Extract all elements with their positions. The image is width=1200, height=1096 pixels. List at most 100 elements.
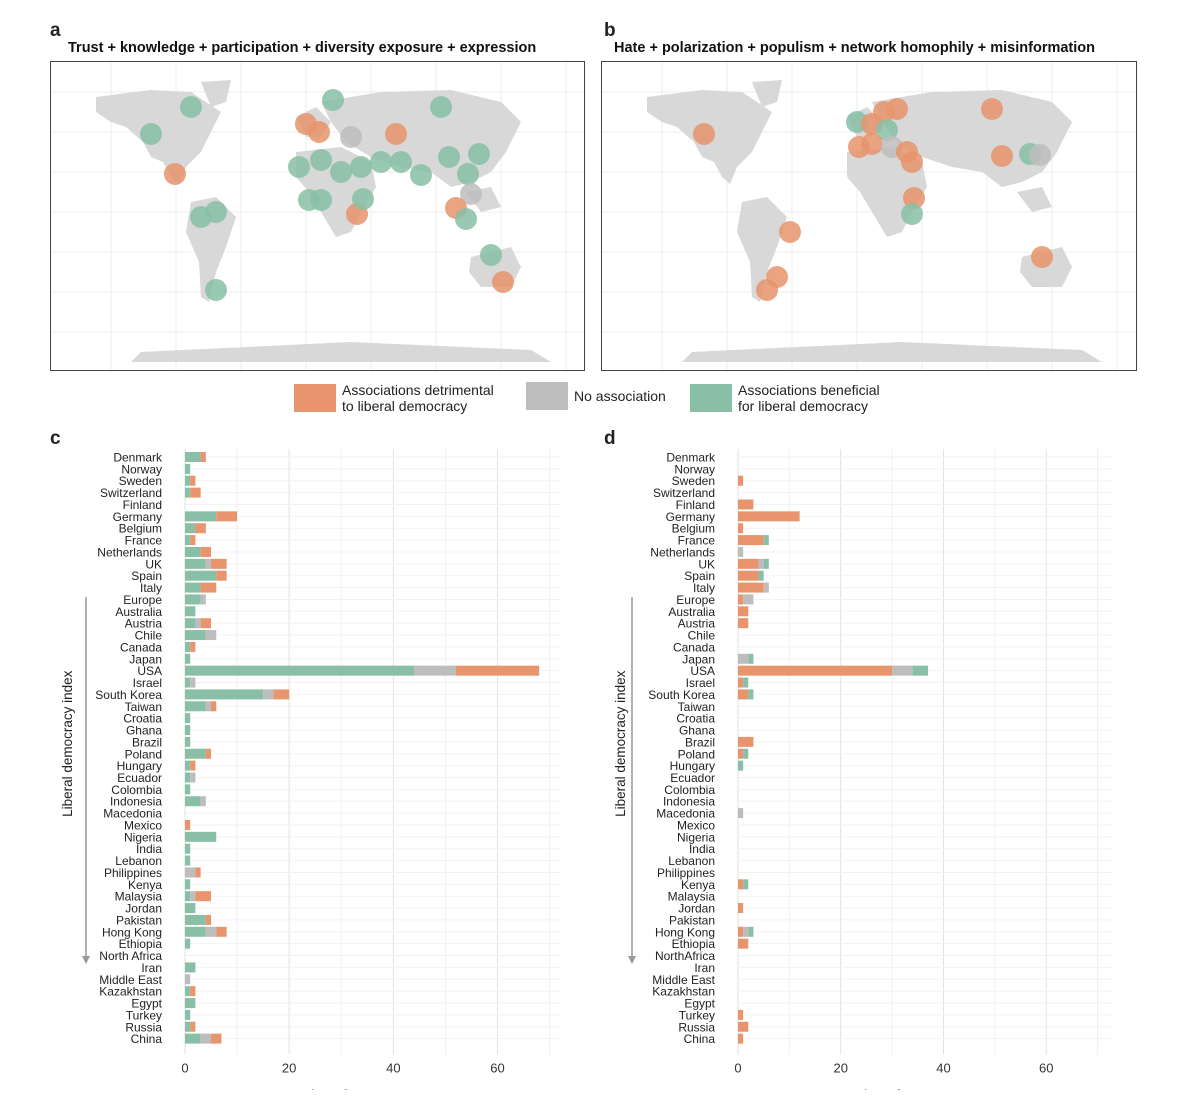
bar-segment-beneficial: [748, 926, 754, 937]
bar-segment-none: [205, 926, 217, 937]
y-tick-label: China: [684, 1032, 716, 1046]
y-tick-label: Finland: [123, 498, 162, 512]
y-tick-label: South Korea: [95, 688, 162, 702]
map-b: [601, 61, 1137, 371]
y-tick-label: Austria: [125, 617, 163, 631]
y-axis-arrow-head: [628, 956, 636, 964]
bar-segment-detrimental: [195, 867, 201, 878]
legend-beneficial-line2: for liberal democracy: [738, 398, 868, 414]
bar-segment-beneficial: [185, 760, 191, 771]
bar-segment-beneficial: [185, 926, 206, 937]
bar-segment-none: [190, 891, 196, 902]
bar-segment-detrimental: [738, 475, 744, 486]
y-tick-label: India: [136, 842, 162, 856]
bar-segment-detrimental: [190, 986, 196, 997]
y-tick-label: Hong Kong: [102, 925, 162, 939]
y-tick-label: Kenya: [128, 878, 162, 892]
x-tick-label: 20: [282, 1061, 296, 1076]
y-tick-label: Colombia: [664, 783, 715, 797]
y-tick-label: Russia: [678, 1020, 715, 1034]
y-tick-label: Europe: [123, 593, 162, 607]
bar-segment-detrimental: [190, 475, 196, 486]
bar-segment-beneficial: [185, 713, 191, 724]
bar-segment-beneficial: [748, 689, 754, 700]
bar-segment-none: [743, 594, 754, 605]
bar-segment-detrimental: [190, 1021, 196, 1032]
bar-segment-beneficial: [743, 677, 749, 688]
bar-segment-detrimental: [738, 511, 800, 522]
panel-c-letter: c: [50, 428, 61, 449]
y-tick-label: Kazakhstan: [652, 985, 715, 999]
bar-segment-beneficial: [185, 903, 196, 914]
bar-segment-beneficial: [743, 879, 749, 890]
bar-segment-detrimental: [738, 523, 744, 534]
y-tick-label: South Korea: [648, 688, 715, 702]
bar-segment-beneficial: [185, 962, 196, 973]
map-a-svg: [51, 62, 584, 370]
y-tick-label: Indonesia: [663, 795, 715, 809]
map-a-points: [140, 89, 514, 301]
y-tick-label: Philippines: [104, 866, 162, 880]
y-tick-label: Chile: [688, 629, 716, 643]
bar-segment-none: [763, 582, 769, 593]
bar-segment-none: [738, 808, 744, 819]
y-tick-label: Macedonia: [656, 807, 715, 821]
bar-segment-none: [205, 630, 217, 641]
y-tick-label: Middle East: [99, 973, 162, 987]
y-tick-label: Denmark: [113, 451, 163, 465]
bar-segment-none: [263, 689, 274, 700]
legend-detrimental-line1: Associations detrimental: [342, 382, 494, 398]
bar-segment-detrimental: [200, 618, 212, 629]
y-tick-label: France: [678, 534, 716, 548]
bar-segment-none: [892, 665, 913, 676]
legend: Associations detrimental to liberal demo…: [294, 380, 914, 416]
y-tick-label: Israel: [133, 676, 162, 690]
bar-segment-beneficial: [185, 843, 191, 854]
bar-segment-detrimental: [738, 689, 749, 700]
bar-segment-none: [738, 653, 749, 664]
y-axis-arrow-head: [82, 956, 90, 964]
bar-segment-detrimental: [738, 535, 764, 546]
y-tick-label: Ecuador: [117, 771, 162, 785]
y-tick-label: Chile: [135, 629, 163, 643]
y-tick-label: Macedonia: [103, 807, 162, 821]
y-tick-label: Iran: [694, 961, 715, 975]
y-tick-label: Hungary: [117, 759, 162, 773]
bar-segment-detrimental: [738, 1009, 744, 1020]
y-tick-label: Finland: [676, 498, 715, 512]
bar-segment-beneficial: [185, 665, 415, 676]
panel-b-title: Hate + polarization + populism + network…: [614, 40, 1095, 56]
y-tick-label: Poland: [678, 747, 715, 761]
bar-segment-none: [205, 701, 212, 712]
bar-segment-none: [185, 867, 196, 878]
y-tick-label: Egypt: [131, 997, 162, 1011]
bar-segment-none: [190, 772, 196, 783]
bar-chart-c: 0 20 40 60 DenmarkNorwaySwedenSwitzerlandFin…: [60, 449, 560, 1090]
bar-segment-detrimental: [216, 511, 238, 522]
bar-segment-detrimental: [205, 914, 212, 925]
map-b-svg: [602, 62, 1136, 370]
x-tick-label: 60: [490, 1061, 504, 1076]
y-tick-label: Netherlands: [97, 545, 162, 559]
bar-segment-none: [758, 558, 764, 569]
y-tick-label: Iran: [141, 961, 162, 975]
bar-segment-detrimental: [455, 665, 540, 676]
y-tick-label: Israel: [686, 676, 715, 690]
bar-segment-beneficial: [185, 558, 206, 569]
bar-segment-beneficial: [763, 535, 769, 546]
bar-segment-detrimental: [211, 701, 217, 712]
y-tick-label: Spain: [131, 569, 162, 583]
bar-segment-beneficial: [185, 1033, 201, 1044]
bar-segment-beneficial: [185, 606, 196, 617]
bar-segment-detrimental: [195, 523, 206, 534]
bar-segment-beneficial: [185, 582, 201, 593]
bar-segment-beneficial: [185, 938, 191, 949]
bar-segment-detrimental: [190, 641, 196, 652]
y-tick-label: Switzerland: [653, 486, 715, 500]
panel-b-letter: b: [604, 20, 616, 41]
bar-segment-none: [200, 1033, 212, 1044]
y-tick-label: Belgium: [119, 522, 162, 536]
bar-segment-beneficial: [185, 689, 264, 700]
y-tick-label: Canada: [120, 640, 162, 654]
bar-segment-none: [185, 974, 191, 985]
